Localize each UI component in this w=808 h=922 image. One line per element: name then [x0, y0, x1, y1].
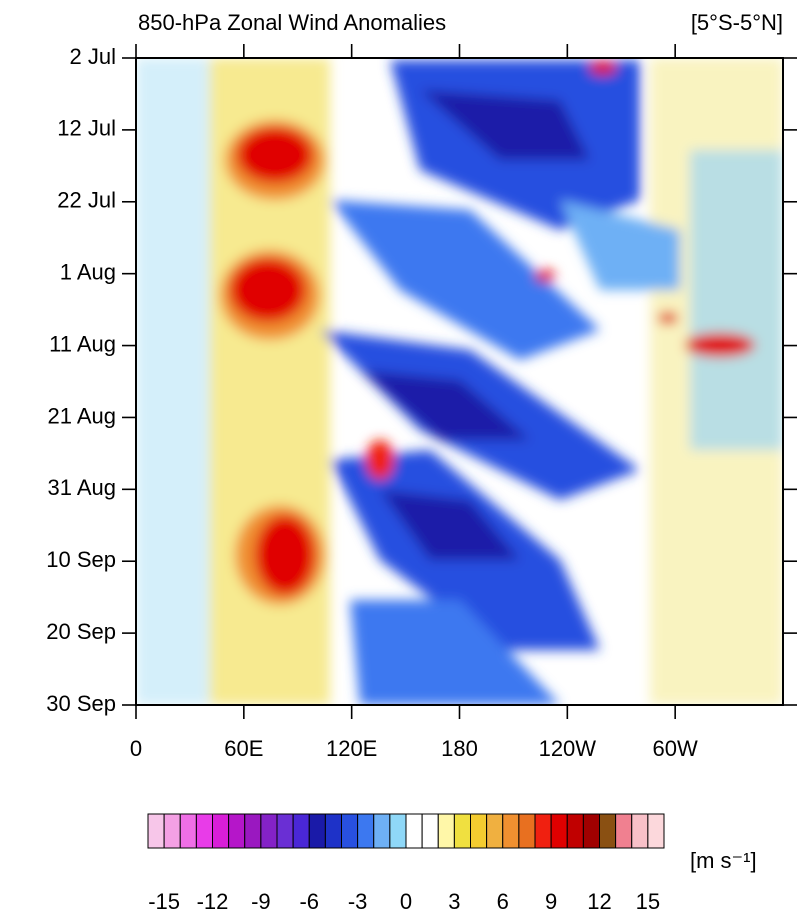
y-tick-label: 1 Aug — [60, 259, 116, 284]
colorbar-box — [308, 813, 326, 849]
colorbar-box — [292, 813, 310, 849]
colorbar-box — [502, 813, 520, 849]
colorbar-box — [421, 813, 439, 849]
colorbar-box — [550, 813, 568, 849]
x-tick-label: 0 — [130, 736, 142, 761]
colorbar-box — [534, 813, 552, 849]
x-tick-label: 120W — [539, 736, 597, 761]
colorbar-box — [195, 813, 213, 849]
y-tick-label: 2 Jul — [70, 44, 116, 69]
colorbar-box — [631, 813, 649, 849]
colorbar-tick-label: -3 — [348, 889, 368, 914]
colorbar-tick-label: 9 — [545, 889, 557, 914]
colorbar-box — [486, 813, 504, 849]
colorbar-tick-label: 6 — [497, 889, 509, 914]
y-tick-label: 22 Jul — [57, 188, 116, 213]
y-tick-label: 10 Sep — [46, 547, 116, 572]
colorbar-box — [615, 813, 633, 849]
y-tick-label: 12 Jul — [57, 116, 116, 141]
field — [136, 58, 783, 705]
colorbar-box — [260, 813, 278, 849]
colorbar-box — [599, 813, 617, 849]
y-tick-label: 11 Aug — [49, 331, 116, 356]
y-tick-label: 30 Sep — [46, 691, 116, 716]
colorbar-tick-label: -6 — [299, 889, 319, 914]
colorbar-box — [373, 813, 391, 849]
colorbar-box — [405, 813, 423, 849]
x-tick-label: 60E — [224, 736, 263, 761]
colorbar-box — [341, 813, 359, 849]
colorbar-units: [m s⁻¹] — [690, 848, 757, 873]
x-tick-label: 120E — [326, 736, 377, 761]
colorbar-box — [163, 813, 181, 849]
colorbar-tick-label: 12 — [587, 889, 611, 914]
colorbar-box — [228, 813, 246, 849]
x-tick-label: 60W — [653, 736, 698, 761]
colorbar-box — [179, 813, 197, 849]
chart-title: 850-hPa Zonal Wind Anomalies — [138, 10, 446, 35]
colorbar-tick-label: 3 — [448, 889, 460, 914]
colorbar-box — [437, 813, 455, 849]
chart-subtitle: [5°S-5°N] — [691, 10, 783, 35]
colorbar-box — [582, 813, 600, 849]
colorbar-tick-label: -12 — [197, 889, 229, 914]
colorbar-tick-label: 15 — [636, 889, 660, 914]
colorbar-tick-label: -9 — [251, 889, 271, 914]
colorbar-box — [324, 813, 342, 849]
colorbar-box — [244, 813, 262, 849]
colorbar-box — [566, 813, 584, 849]
colorbar-box — [518, 813, 536, 849]
colorbar-box — [453, 813, 471, 849]
colorbar-tick-label: 0 — [400, 889, 412, 914]
x-tick-label: 180 — [441, 736, 478, 761]
colorbar-box — [276, 813, 294, 849]
colorbar-box — [389, 813, 407, 849]
colorbar-tick-label: -15 — [148, 889, 180, 914]
y-tick-label: 20 Sep — [46, 619, 116, 644]
colorbar-box — [147, 813, 165, 849]
colorbar-box — [212, 813, 230, 849]
colorbar-box — [647, 813, 665, 849]
y-tick-label: 31 Aug — [47, 475, 116, 500]
colorbar-box — [470, 813, 488, 849]
colorbar-box — [357, 813, 375, 849]
y-tick-label: 21 Aug — [47, 403, 116, 428]
